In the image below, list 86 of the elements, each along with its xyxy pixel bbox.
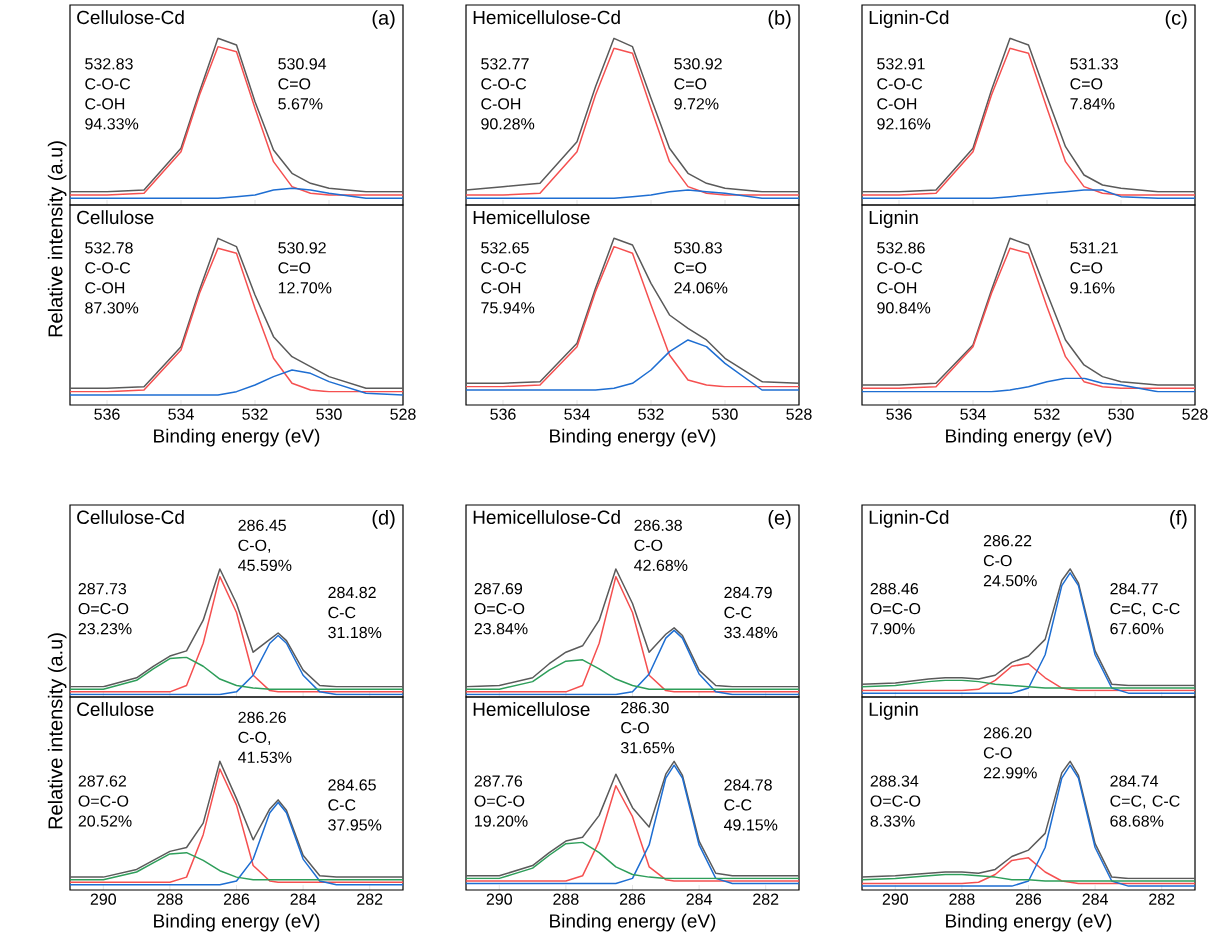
chart-title: Cellulose [77,702,154,717]
x-tick-label: 282 [1149,893,1175,905]
chart-title: Hemicellulose [473,702,590,717]
annotation: 530.92 C=O 12.70% [278,242,332,294]
text: (a) [372,10,395,29]
annotation: 532.77 C-O-C C-OH 90.28% [481,58,535,130]
annotation: 532.65 C-O-C C-OH 75.94% [481,242,535,314]
x-tick-label: 532 [638,408,664,420]
annotation: 287.73 O=C-O 23.23% [78,582,132,635]
annotation: 287.76 O=C-O 19.20% [474,775,528,827]
annotation: 288.34 O=C-O 8.33% [870,775,921,827]
x-tick-label: 288 [949,893,975,905]
x-tick-label: 536 [886,408,912,420]
x-tick-label: 290 [90,893,117,905]
annotation: 284.77 C=C, C-C 67.60% [1110,582,1180,635]
x-axis-title: Binding energy (eV) [946,913,1112,932]
annotation: 288.46 O=C-O 7.90% [870,582,921,635]
x-tick-label: 288 [553,893,579,905]
annotation: 532.86 C-O-C C-OH 90.84% [877,242,931,314]
y-axis-title: Relative intensity (a.u) [47,633,67,829]
x-tick-label: 284 [290,893,316,905]
annotation: 530.92 C=O 9.72% [674,58,722,110]
text: (b) [768,10,791,29]
annotation: 532.78 C-O-C C-OH 87.30% [85,242,139,314]
chart-title: Lignin-Cd [869,10,949,28]
annotation: 284.65 C-C 37.95% [328,779,382,831]
annotation: 286.45 C-O, 45.59% [238,519,292,571]
annotation: 287.62 O=C-O 20.52% [78,775,132,827]
text: (f) [1170,510,1187,529]
chart-title: Cellulose-Cd [77,10,184,25]
x-tick-label: 282 [753,893,779,905]
chart-title: Lignin [869,702,918,720]
annotation: 284.79 C-C 33.48% [724,586,778,639]
x-tick-label: 536 [490,408,516,420]
annotation: 531.21 C=O 9.16% [1070,242,1118,294]
x-tick-label: 284 [686,893,712,905]
chart-title: Hemicellulose [473,210,590,225]
x-tick-label: 288 [157,893,183,905]
x-tick-label: 282 [357,893,383,905]
annotation: 286.22 C-O 24.50% [983,534,1037,587]
text: (c) [1165,10,1187,29]
x-tick-label: 284 [1082,893,1108,905]
annotation: 531.33 C=O 7.84% [1070,58,1118,110]
chart-title: Cellulose-Cd [77,510,184,525]
x-tick-label: 530 [1108,408,1134,420]
x-tick-label: 290 [882,893,909,905]
x-tick-label: 290 [486,893,513,905]
x-axis-title: Binding energy (eV) [154,913,320,932]
chart-title: Lignin-Cd [869,510,949,528]
x-axis-title: Binding energy (eV) [946,428,1112,447]
x-tick-label: 528 [1182,408,1208,420]
annotation: 287.69 O=C-O 23.84% [474,582,528,635]
annotation: 532.91 C-O-C C-OH 92.16% [877,58,931,130]
annotation: 286.38 C-O 42.68% [634,519,688,571]
x-axis-title: Binding energy (eV) [550,913,716,932]
x-tick-label: 286 [223,893,250,905]
x-tick-label: 534 [564,408,590,420]
chart-title: Lignin [869,210,918,228]
chart-title: Hemicellulose-Cd [473,510,620,525]
y-axis-title: Relative intensity (a.u) [47,141,67,337]
x-tick-label: 530 [712,408,738,420]
annotation: 284.78 C-C 49.15% [723,779,778,831]
x-tick-label: 528 [786,408,812,420]
x-axis-title: Binding energy (eV) [550,428,716,447]
x-tick-label: 286 [619,893,646,905]
text: (e) [768,510,791,529]
chart-title: Hemicellulose-Cd [473,10,620,25]
x-tick-label: 532 [242,408,268,420]
x-tick-label: 528 [390,408,416,420]
annotation: 532.83 C-O-C C-OH 94.33% [85,58,139,130]
chart-title: Cellulose [77,210,154,225]
annotation: 286.20 C-O 22.99% [983,727,1037,779]
x-tick-label: 534 [168,408,194,420]
x-axis-title: Binding energy (eV) [154,428,320,447]
x-tick-label: 530 [316,408,342,420]
x-tick-label: 536 [94,408,120,420]
annotation: 286.26 C-O, 41.53% [238,711,292,764]
annotation: 530.83 C=O 24.06% [674,242,728,294]
x-tick-label: 286 [1015,893,1042,905]
x-tick-label: 532 [1034,408,1060,420]
text: (d) [372,510,395,529]
annotation: 284.74 C=C, C-C 68.68% [1110,775,1180,827]
annotation: 284.82 C-C 31.18% [328,586,382,639]
x-tick-label: 534 [960,408,986,420]
text: 286.30 C-O 31.65% [620,702,675,754]
annotation: 530.94 C=O 5.67% [278,58,327,110]
